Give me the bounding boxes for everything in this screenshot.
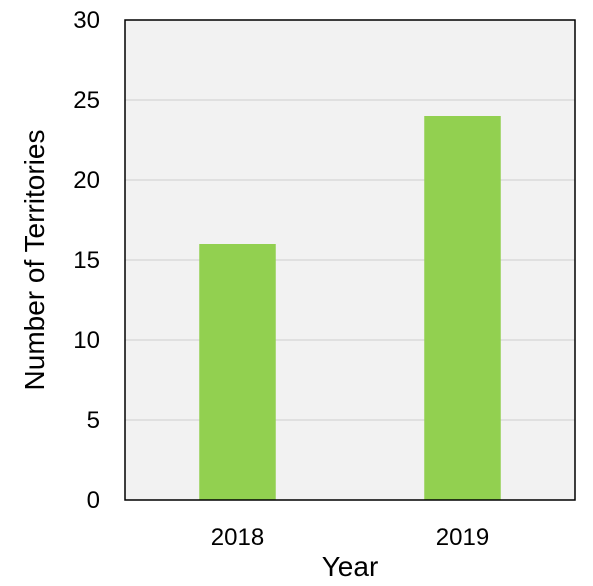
y-tick-label: 30 [73, 7, 100, 34]
y-axis-title: Number of Territories [19, 130, 50, 391]
y-tick-label: 0 [87, 487, 100, 514]
x-axis-ticks: 2018 2019 [211, 524, 489, 551]
x-tick-label-2019: 2019 [436, 524, 489, 551]
bar-2018 [199, 244, 276, 500]
y-tick-label: 20 [73, 167, 100, 194]
y-tick-label: 5 [87, 407, 100, 434]
plot-area [124, 19, 576, 501]
y-tick-label: 25 [73, 87, 100, 114]
bars [199, 116, 501, 500]
y-tick-label: 10 [73, 327, 100, 354]
x-axis-title: Year [322, 551, 379, 582]
plot-frame [124, 19, 576, 501]
bar-2019 [424, 116, 501, 500]
y-axis-ticks: 0 5 10 15 20 25 30 [73, 7, 100, 514]
y-tick-label: 15 [73, 247, 100, 274]
x-tick-label-2018: 2018 [211, 524, 264, 551]
